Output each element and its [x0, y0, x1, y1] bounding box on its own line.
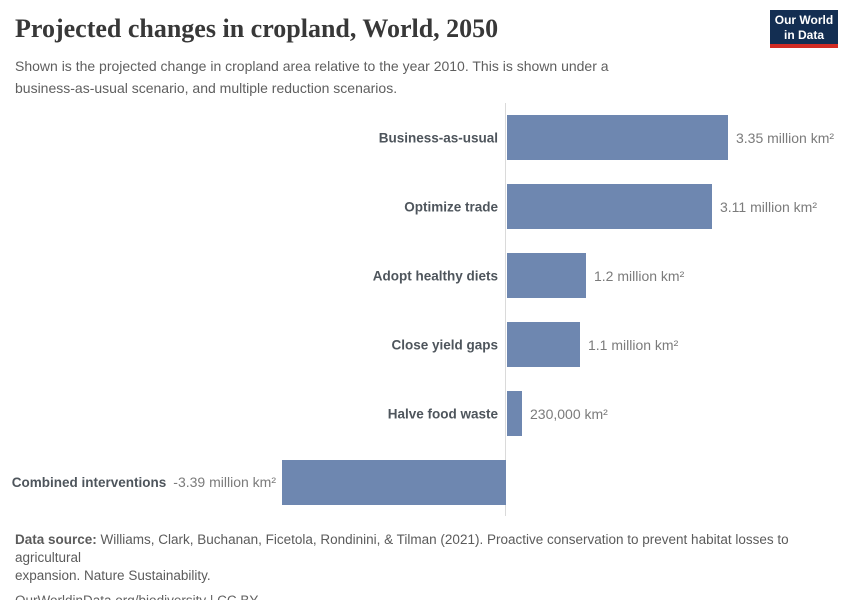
bar-business-as-usual[interactable] — [507, 115, 728, 160]
owid-logo-line1: Our World — [774, 13, 834, 27]
chart-subtitle: Shown is the projected change in croplan… — [15, 56, 609, 99]
bar-optimize-trade[interactable] — [507, 184, 712, 229]
chart-subtitle-line2: business-as-usual scenario, and multiple… — [15, 79, 398, 96]
value-label-adopt-healthy-diets: 1.2 million km² — [594, 267, 685, 284]
label-group-combined-interventions: Combined interventions -3.39 million km² — [12, 474, 276, 492]
owid-logo[interactable]: Our World in Data — [770, 10, 838, 48]
page-title: Projected changes in cropland, World, 20… — [15, 14, 499, 43]
category-label-close-yield-gaps: Close yield gaps — [391, 337, 498, 352]
category-label-optimize-trade: Optimize trade — [404, 199, 498, 214]
zero-axis-line — [505, 103, 506, 516]
data-source-line: Data source: Williams, Clark, Buchanan, … — [15, 531, 837, 567]
bar-combined-interventions[interactable] — [282, 460, 506, 505]
category-label-combined-interventions: Combined interventions — [11, 474, 167, 490]
value-label-combined-interventions: -3.39 million km² — [173, 473, 276, 490]
value-label-business-as-usual: 3.35 million km² — [736, 129, 835, 146]
chart-footer: Data source: Williams, Clark, Buchanan, … — [15, 531, 837, 600]
chart-subtitle-line1: Shown is the projected change in croplan… — [15, 58, 609, 74]
value-label-close-yield-gaps: 1.1 million km² — [588, 336, 679, 353]
category-label-business-as-usual: Business-as-usual — [378, 130, 498, 145]
data-source-label: Data source: — [15, 532, 97, 547]
category-label-halve-food-waste: Halve food waste — [387, 406, 498, 421]
category-label-adopt-healthy-diets: Adopt healthy diets — [372, 268, 498, 283]
bar-close-yield-gaps[interactable] — [507, 322, 580, 367]
citation-license: CC BY — [217, 593, 258, 600]
bar-adopt-healthy-diets[interactable] — [507, 253, 586, 298]
data-source-text-line1: Williams, Clark, Buchanan, Ficetola, Ron… — [15, 532, 789, 565]
citation-separator: | — [210, 593, 214, 600]
owid-logo-line2: in Data — [783, 28, 824, 42]
value-label-halve-food-waste: 230,000 km² — [530, 405, 608, 422]
data-source-text-line2: expansion. Nature Sustainability. — [15, 568, 211, 583]
value-label-optimize-trade: 3.11 million km² — [720, 198, 817, 215]
bar-halve-food-waste[interactable] — [507, 391, 522, 436]
